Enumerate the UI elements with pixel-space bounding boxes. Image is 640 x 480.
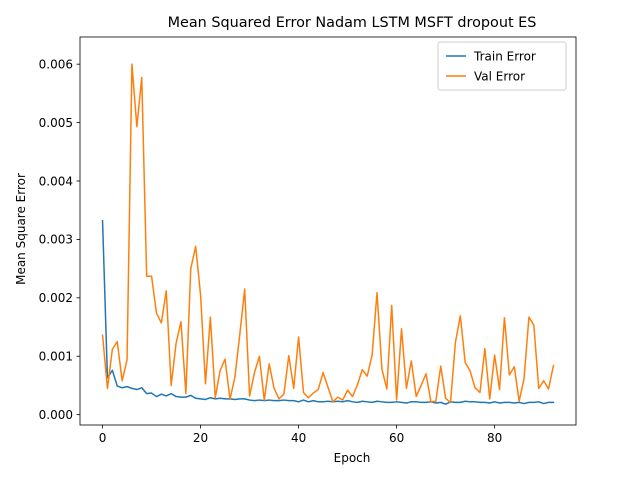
x-tick-label: 80	[487, 431, 502, 445]
legend-label-val-error: Val Error	[474, 69, 525, 83]
y-axis-label: Mean Square Error	[14, 173, 28, 285]
series-line-train-error	[101, 219, 555, 405]
legend: Train Error Val Error	[437, 41, 567, 91]
axes: 0 20 40 60 80 0.000 0.001 0.002 0.003 0.004 0.005 0…	[39, 36, 577, 445]
x-tick-label: 60	[389, 431, 404, 445]
legend-frame	[437, 41, 567, 91]
y-tick-label: 0.006	[39, 57, 73, 71]
x-tick-label: 40	[291, 431, 306, 445]
axes-frame	[79, 36, 577, 426]
y-tick-label: 0.003	[39, 233, 73, 247]
chart-title: Mean Squared Error Nadam LSTM MSFT dropo…	[168, 15, 537, 31]
x-tick-label: 0	[99, 431, 107, 445]
y-tick-label: 0.002	[39, 291, 73, 305]
x-tick-label: 20	[193, 431, 208, 445]
y-tick-label: 0.005	[39, 116, 73, 130]
plot-area	[101, 63, 555, 405]
y-tick-label: 0.000	[39, 408, 73, 422]
x-axis-label: Epoch	[334, 451, 371, 465]
y-tick-label: 0.001	[39, 350, 73, 364]
y-tick-label: 0.004	[39, 174, 73, 188]
series-line-val-error	[101, 63, 555, 404]
legend-label-train-error: Train Error	[473, 49, 536, 63]
